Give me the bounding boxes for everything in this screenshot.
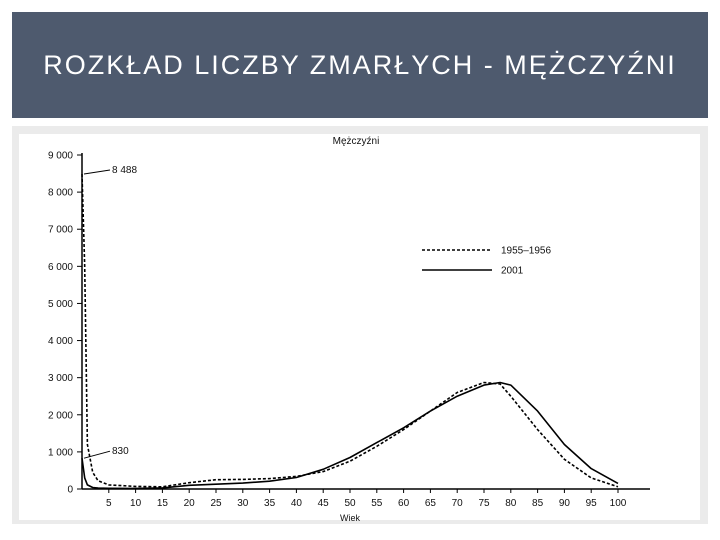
- x-tick-label: 15: [157, 498, 169, 509]
- y-tick-label: 0: [67, 485, 73, 496]
- x-tick-label: 55: [371, 498, 383, 509]
- y-tick-label: 7 000: [48, 225, 73, 236]
- series-line: [81, 381, 619, 490]
- x-ticks: 5 10 15 20 25 30 35 40 45 50 55 60 65 70 75 80 85 90 95 100: [106, 489, 627, 509]
- y-tick-label: 3 000: [48, 373, 73, 384]
- x-tick-label: 60: [398, 498, 410, 509]
- x-tick-label: 45: [318, 498, 330, 509]
- y-tick-label: 1 000: [48, 447, 73, 458]
- x-tick-label: 75: [478, 498, 490, 509]
- x-tick-label: 85: [532, 498, 544, 509]
- annotations: 8 488 830: [83, 165, 137, 459]
- annotation-label: 830: [112, 446, 129, 457]
- x-tick-label: 30: [237, 498, 249, 509]
- legend: 1955–1956 2001: [422, 246, 551, 277]
- y-tick-label: 9 000: [48, 151, 73, 162]
- slide-title: ROZKŁAD LICZBY ZMARŁYCH - MĘŻCZYŹNI: [43, 50, 677, 80]
- axes: [81, 153, 650, 490]
- x-tick-label: 65: [425, 498, 437, 509]
- y-tick-label: 6 000: [48, 262, 73, 273]
- x-tick-label: 80: [505, 498, 517, 509]
- series-line: [81, 173, 619, 488]
- x-tick-label: 50: [344, 498, 356, 509]
- x-tick-label: 90: [559, 498, 571, 509]
- x-tick-label: 35: [264, 498, 276, 509]
- x-axis-label: Wiek: [340, 513, 360, 523]
- legend-label: 1955–1956: [501, 246, 551, 257]
- x-tick-label: 20: [184, 498, 196, 509]
- annotation-label: 8 488: [112, 165, 137, 176]
- annotation-leader: [83, 169, 111, 175]
- x-tick-label: 40: [291, 498, 303, 509]
- x-tick-label: 25: [210, 498, 222, 509]
- x-tick-label: 10: [130, 498, 142, 509]
- y-ticks: 0 1 000 2 000 3 000 4 000 5 000 6 000 7 000 8 00…: [48, 151, 82, 496]
- y-tick-label: 8 000: [48, 188, 73, 199]
- y-tick-label: 2 000: [48, 410, 73, 421]
- chart-title: Mężczyźni: [333, 136, 380, 147]
- legend-label: 2001: [501, 266, 524, 277]
- y-tick-label: 5 000: [48, 299, 73, 310]
- series-lines: [81, 173, 619, 490]
- annotation-leader: [83, 450, 111, 459]
- y-tick-label: 4 000: [48, 336, 73, 347]
- x-tick-label: 95: [586, 498, 598, 509]
- x-tick-label: 70: [452, 498, 464, 509]
- title-bar: ROZKŁAD LICZBY ZMARŁYCH - MĘŻCZYŹNI: [12, 12, 708, 118]
- x-tick-label: 100: [610, 498, 627, 509]
- x-tick-label: 5: [106, 498, 112, 509]
